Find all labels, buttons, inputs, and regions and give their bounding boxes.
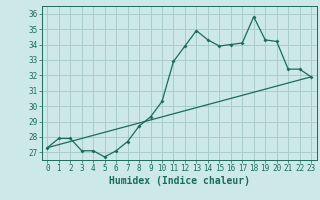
X-axis label: Humidex (Indice chaleur): Humidex (Indice chaleur)	[109, 176, 250, 186]
